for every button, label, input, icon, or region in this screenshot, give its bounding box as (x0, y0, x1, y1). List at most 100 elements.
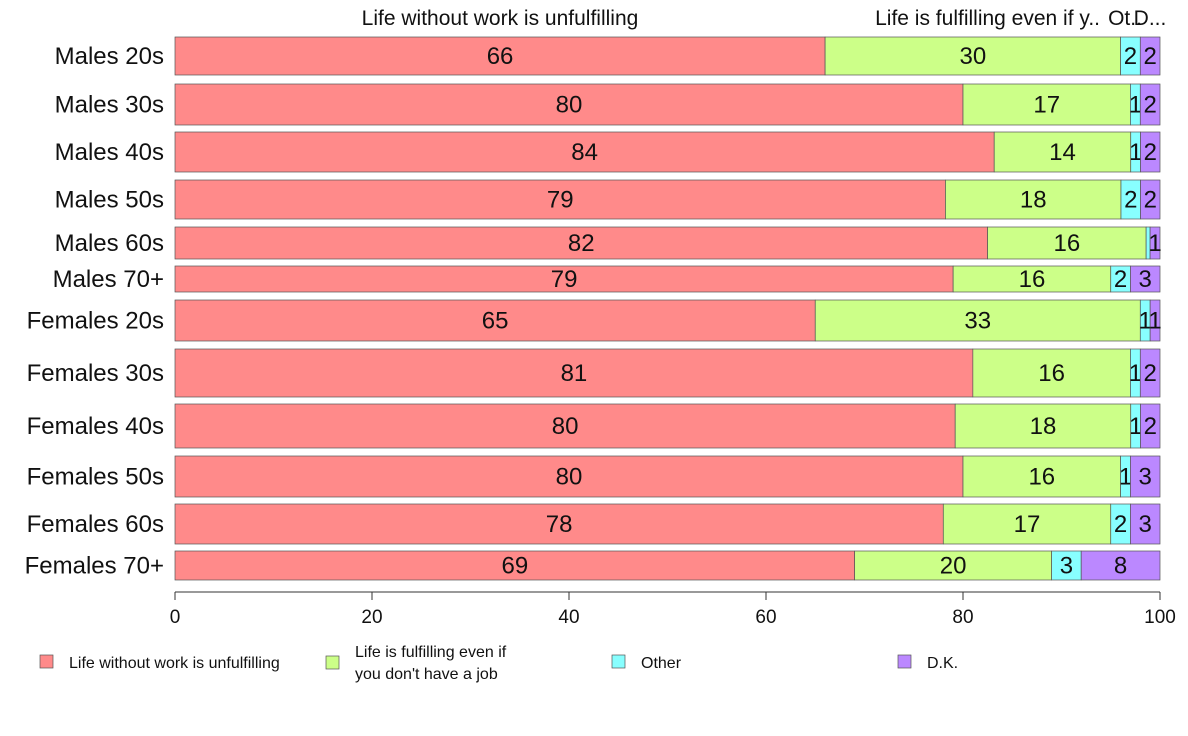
data-label: 1 (1129, 139, 1142, 166)
bar-segment (962, 455, 1121, 498)
category-label: Females 70+ (25, 553, 164, 580)
x-tick-label: 100 (1144, 607, 1176, 628)
bar-segment (854, 550, 1053, 581)
bar-segment (1130, 455, 1161, 498)
data-label: 2 (1124, 43, 1137, 70)
bar-segment (174, 348, 974, 398)
column-header-label: D... (1134, 7, 1167, 30)
category-label: Males 60s (55, 230, 164, 257)
data-label: 2 (1114, 511, 1127, 538)
column-header-labels: Life without work is unfulfilling Life is… (362, 7, 1167, 30)
bar-segment (1149, 226, 1161, 260)
legend: Life without work is unfulfilling Life is… (39, 644, 958, 683)
bar-segment (174, 503, 944, 545)
x-tick-label: 80 (952, 607, 973, 628)
bar-segment (174, 550, 856, 581)
data-label: 17 (1014, 511, 1041, 538)
legend-swatch (611, 654, 626, 669)
bar-segment (174, 265, 954, 293)
category-label: Females 60s (27, 511, 164, 538)
category-label: Females 50s (27, 464, 164, 491)
data-label: 2 (1144, 413, 1157, 440)
data-label: 78 (546, 511, 573, 538)
data-label: 65 (482, 308, 509, 335)
data-label: 1 (1129, 360, 1142, 387)
data-label: 30 (959, 43, 986, 70)
data-label: 3 (1060, 553, 1073, 580)
data-label: 18 (1020, 187, 1047, 214)
data-label: 1 (1148, 308, 1161, 335)
legend-label: you don't have a job (355, 666, 498, 683)
bar-segment (987, 226, 1147, 260)
data-label: 16 (1028, 464, 1055, 491)
bar-segment (1130, 503, 1161, 545)
bar-segment (174, 131, 995, 173)
data-label: 1 (1129, 92, 1142, 119)
x-tick-label: 0 (170, 607, 181, 628)
data-label: 2 (1143, 92, 1156, 119)
bar-segment (954, 403, 1132, 449)
bar-segment (1140, 403, 1161, 449)
bar-segment (942, 503, 1112, 545)
x-tick-label: 60 (755, 607, 776, 628)
bar-segment (1140, 179, 1161, 220)
legend-label: Life is fulfilling even if (355, 644, 507, 661)
bar-segment (824, 36, 1121, 76)
data-label: 8 (1114, 553, 1127, 580)
data-label: 2 (1143, 360, 1156, 387)
bar-segment (962, 83, 1131, 126)
bar-segment (945, 179, 1122, 220)
data-label: 1 (1119, 464, 1132, 491)
bar-segment (174, 299, 816, 342)
category-label: Females 40s (27, 413, 164, 440)
data-label: 84 (571, 139, 598, 166)
data-label: 1 (1129, 413, 1142, 440)
bar-segment (952, 265, 1112, 293)
data-label: 2 (1143, 43, 1156, 70)
data-label: 18 (1030, 413, 1057, 440)
data-label: 81 (561, 360, 588, 387)
data-label: 20 (940, 553, 967, 580)
category-labels: Males 20s Males 30s Males 40s Males 50s Male… (25, 43, 164, 580)
data-label: 2 (1144, 139, 1157, 166)
data-label: 80 (556, 464, 583, 491)
bar-segment (1140, 131, 1161, 173)
bar-segment (174, 83, 964, 126)
x-tick-label: 40 (558, 607, 579, 628)
bar-segment (1139, 348, 1161, 398)
category-label: Males 20s (55, 43, 164, 70)
bar-segment (1080, 550, 1161, 581)
legend-label: Life without work is unfulfilling (69, 655, 280, 672)
bar-segment (993, 131, 1132, 173)
category-label: Males 40s (55, 139, 164, 166)
column-header-label: Ot.. (1108, 7, 1142, 30)
bar-segment (174, 455, 964, 498)
legend-swatch (325, 655, 340, 670)
category-label: Males 50s (55, 187, 164, 214)
data-label: 82 (568, 230, 595, 257)
data-label: 69 (501, 553, 528, 580)
x-tick-label: 20 (361, 607, 382, 628)
data-label: 33 (964, 308, 991, 335)
data-label: 2 (1114, 266, 1127, 293)
bar-segment (972, 348, 1131, 398)
data-label: 1 (1139, 308, 1152, 335)
bars: 66 30 2 280 17 1 284 14 1 279 18 2 282 16 179 16 2 365 33 1… (174, 36, 1162, 581)
data-label: 16 (1038, 360, 1065, 387)
category-label: Males 70+ (53, 266, 164, 293)
data-label: 2 (1144, 187, 1157, 214)
bar-segment (1130, 265, 1161, 293)
bar-segment (1051, 550, 1082, 581)
legend-swatch (39, 654, 54, 669)
data-label: 3 (1139, 266, 1152, 293)
data-label: 79 (551, 266, 578, 293)
bar-segment (814, 299, 1141, 342)
data-label: 80 (556, 92, 583, 119)
legend-swatch (897, 654, 912, 669)
category-label: Males 30s (55, 92, 164, 119)
data-label: 14 (1049, 139, 1076, 166)
bar-segment (1149, 299, 1161, 342)
legend-label: D.K. (927, 655, 958, 672)
data-label: 16 (1019, 266, 1046, 293)
